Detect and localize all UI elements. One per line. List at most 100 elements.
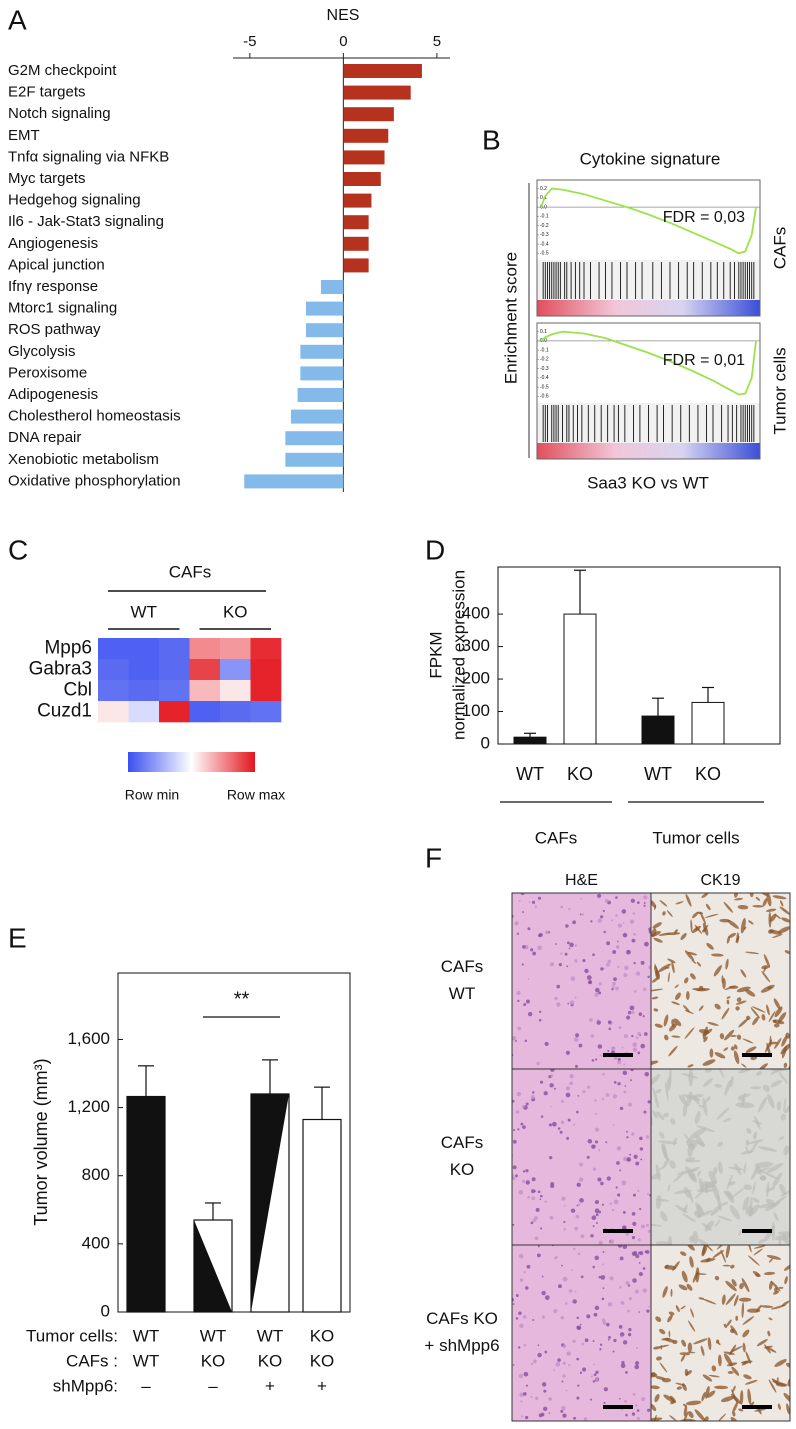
stroma: [663, 1157, 670, 1168]
stain: [684, 950, 695, 961]
nucleus: [620, 1408, 623, 1411]
stain: [705, 903, 711, 911]
stain: [730, 1034, 737, 1037]
stain: [654, 1393, 660, 1403]
stain: [726, 999, 730, 1005]
row-label: KO: [450, 1160, 475, 1179]
stroma: [723, 1190, 733, 1200]
nucleus: [569, 1074, 574, 1079]
nucleus: [549, 1215, 554, 1220]
stain: [702, 1026, 708, 1040]
stain: [726, 996, 731, 999]
stroma: [734, 1163, 742, 1175]
stain: [659, 1362, 668, 1373]
stain: [683, 1405, 688, 1417]
stain: [748, 920, 754, 925]
stain: [658, 1344, 670, 1348]
stain: [779, 900, 784, 907]
nucleus: [543, 1389, 547, 1393]
nucleus: [605, 1093, 610, 1097]
stain: [751, 1006, 766, 1013]
nucleus: [638, 1311, 641, 1313]
nucleus: [531, 1091, 535, 1094]
nucleus: [561, 1264, 563, 1267]
nucleus: [582, 1089, 586, 1094]
nucleus: [574, 1064, 579, 1068]
stain: [684, 1368, 689, 1377]
heat-cell: [98, 659, 129, 681]
stain: [730, 1046, 735, 1051]
stain: [685, 1400, 702, 1406]
stain: [723, 1351, 735, 1355]
stain: [772, 895, 787, 900]
stain: [734, 897, 744, 901]
nucleus: [607, 1302, 613, 1307]
histology-image: [651, 1069, 790, 1245]
panel-label: B: [482, 124, 501, 155]
nucleus: [567, 1118, 571, 1122]
nucleus: [539, 1080, 544, 1084]
nucleus: [560, 905, 564, 909]
row-label: CAFs KO: [426, 1309, 498, 1328]
stroma: [701, 1222, 712, 1231]
y-tick-label: -0.1: [540, 347, 549, 353]
category-label: DNA repair: [8, 429, 81, 446]
stain: [708, 1374, 720, 1378]
nucleus: [594, 1208, 600, 1214]
nucleus: [581, 913, 584, 916]
tissue: [512, 893, 651, 1069]
nucleus: [566, 1351, 571, 1356]
nucleus: [550, 1074, 554, 1078]
nucleus: [594, 1099, 597, 1102]
nucleus: [628, 1102, 633, 1107]
bar-fill: [194, 1220, 232, 1312]
stain: [760, 1305, 774, 1308]
bar: [302, 1118, 342, 1313]
stain: [745, 1351, 751, 1364]
stroma: [747, 1139, 764, 1145]
stain: [767, 1330, 771, 1337]
condition-value: +: [317, 1376, 327, 1395]
stroma: [704, 1096, 711, 1103]
plot-frame: [117, 972, 351, 1313]
stain: [745, 1046, 757, 1053]
stroma: [726, 1174, 733, 1190]
nucleus: [549, 1083, 554, 1088]
nucleus: [543, 1406, 548, 1412]
nucleus: [623, 1063, 626, 1066]
nucleus: [647, 1100, 651, 1104]
stain: [725, 958, 729, 970]
stroma: [685, 1159, 701, 1163]
stain: [727, 1371, 734, 1374]
chart-title: Cytokine signature: [580, 149, 721, 168]
stain: [752, 1016, 759, 1026]
nucleus: [598, 982, 602, 986]
nucleus: [537, 945, 542, 951]
condition-value: WT: [133, 1326, 159, 1345]
stain: [698, 1297, 705, 1300]
nucleus: [572, 920, 576, 925]
stain: [700, 1345, 705, 1357]
nucleus: [636, 901, 640, 905]
stain: [686, 1283, 693, 1291]
nucleus: [637, 1051, 641, 1055]
stroma: [694, 1111, 701, 1124]
nucleus: [532, 951, 537, 956]
nucleus: [640, 1043, 646, 1049]
heat-cell: [98, 701, 129, 723]
nucleus: [554, 996, 558, 1001]
y-tick-label: 400: [82, 1233, 110, 1252]
nucleus: [573, 1037, 579, 1042]
nucleus: [608, 1027, 612, 1031]
nucleus: [560, 1409, 564, 1413]
nucleus: [606, 1322, 610, 1327]
nucleus: [595, 1213, 599, 1217]
stroma: [717, 1069, 725, 1079]
nucleus: [577, 1095, 580, 1097]
nucleus: [594, 1127, 600, 1132]
nucleus: [523, 1003, 527, 1007]
stroma: [743, 1184, 753, 1191]
stroma: [698, 1210, 713, 1218]
bar: [343, 128, 389, 143]
nucleus: [600, 1275, 606, 1280]
